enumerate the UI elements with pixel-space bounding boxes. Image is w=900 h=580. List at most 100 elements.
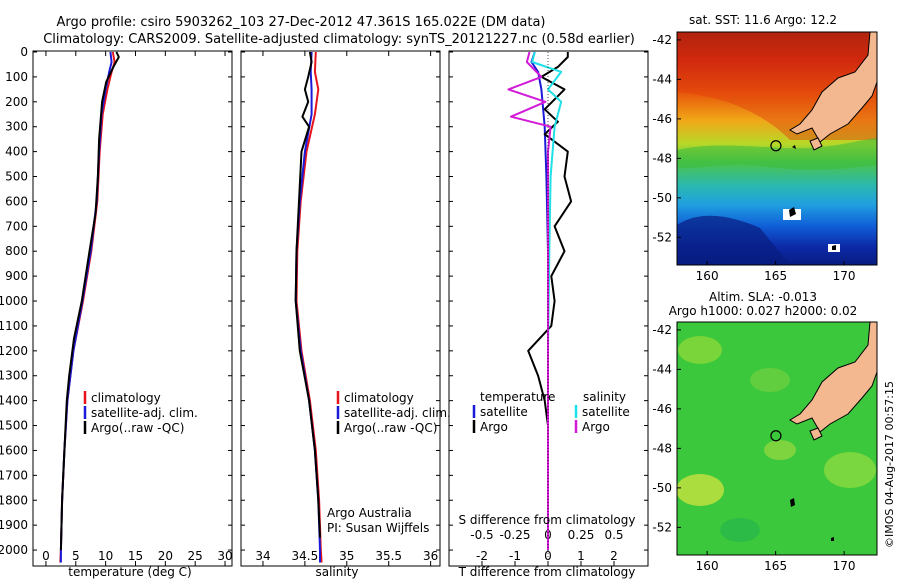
temperature-axes: [32, 50, 233, 567]
profile-location-marker: [770, 140, 782, 152]
depth-tick-label: 1300: [0, 369, 28, 383]
salinity-x-tick-label: 34.5: [292, 549, 319, 563]
map-y-tick-label: -50: [652, 191, 672, 205]
difference-x-tick-label: -2: [476, 549, 488, 563]
sla-anomaly: [750, 368, 790, 392]
sla-map-frame: [676, 321, 878, 556]
header-line-2: Climatology: CARS2009. Satellite-adjuste…: [43, 32, 635, 47]
difference-series-line: [507, 51, 552, 551]
sla-map-axes: 160 165 170 -42 -44 -46 -48 -50 -52: [652, 323, 855, 573]
legend-label-temperature-satellite: satellite: [480, 405, 528, 419]
sst-cold-patch: [677, 215, 790, 265]
depth-tick-label: 1000: [0, 294, 28, 308]
header-line-1: Argo profile: csiro 5903262_103 27-Dec-2…: [57, 15, 546, 30]
sla-map: [677, 322, 877, 555]
legend-label-temperature-argo: Argo: [480, 420, 508, 434]
legend-label-argo: Argo(..raw -QC): [91, 421, 184, 435]
map-x-tick-label: 160: [696, 269, 719, 283]
map-y-tick-label: -42: [652, 323, 672, 337]
salinity-x-tick-label: 34: [255, 549, 270, 563]
map-y-tick-label: -48: [652, 151, 672, 165]
temperature-x-tick-label: 5: [72, 549, 80, 563]
temperature-series-line: [59, 51, 113, 563]
temperature-xlabel: temperature (deg C): [68, 565, 191, 579]
map-x-tick-label: 160: [696, 559, 719, 573]
depth-tick-label: 100: [5, 70, 28, 84]
salinity-difference-tick-label: 0.25: [568, 528, 595, 542]
depth-tick-label: 600: [5, 194, 28, 208]
sla-anomaly: [824, 452, 876, 488]
legend-label-satellite: satellite-adj. clim.: [344, 406, 451, 420]
salinity-difference-tick-label: -0.5: [470, 528, 493, 542]
legend-label-salinity-satellite: satellite: [582, 405, 630, 419]
difference-xlabel-top: S difference from climatology: [459, 513, 636, 527]
depth-tick-label: 1400: [0, 394, 28, 408]
map-y-tick-label: -46: [652, 112, 672, 126]
salinity-difference-axis: -0.5 -0.25 0 0.25 0.5: [470, 528, 623, 542]
legend-label-climatology: climatology: [91, 391, 161, 405]
land-campbell-island: [832, 245, 836, 250]
sla-map-title: Altim. SLA: -0.013: [709, 290, 817, 304]
map-y-tick-label: -52: [652, 520, 672, 534]
temperature-x-tick-label: 20: [158, 549, 173, 563]
difference-x-tick-label: -1: [509, 549, 521, 563]
depth-tick-label: 0: [20, 45, 28, 59]
temperature-x-tick-label: 10: [98, 549, 113, 563]
salinity-x-tick-label: 35: [339, 549, 354, 563]
map-y-tick-label: -44: [652, 72, 672, 86]
map-x-tick-label: 170: [833, 559, 856, 573]
difference-legend: temperature salinity satellite Argo sate…: [472, 390, 630, 434]
depth-tick-label: 1900: [0, 518, 28, 532]
depth-tick-label: 700: [5, 219, 28, 233]
sst-green-band: [677, 138, 877, 170]
salinity-series-line: [294, 51, 321, 538]
temperature-series: [59, 51, 120, 563]
sla-anomaly: [678, 336, 722, 364]
land-snares: [792, 145, 796, 149]
legend-title-salinity: salinity: [583, 390, 626, 404]
map-y-tick-label: -48: [652, 441, 672, 455]
depth-tick-label: 900: [5, 269, 28, 283]
legend-title-temperature: temperature: [480, 390, 555, 404]
map-y-tick-label: -42: [652, 33, 672, 47]
land-campbell-island: [831, 537, 834, 541]
land-new-zealand: [789, 32, 877, 143]
map-x-tick-label: 170: [833, 269, 856, 283]
sst-map-title: sat. SST: 11.6 Argo: 12.2: [689, 13, 837, 27]
land-stewart-island: [809, 137, 823, 151]
depth-tick-label: 1100: [0, 319, 28, 333]
depth-tick-label: 1200: [0, 344, 28, 358]
legend-label-satellite: satellite-adj. clim.: [91, 406, 198, 420]
salinity-x-tick-label: 35.5: [375, 549, 402, 563]
salinity-difference-tick-label: 0.5: [604, 528, 623, 542]
salinity-xlabel: salinity: [315, 565, 358, 579]
temperature-x-tick-label: 30: [217, 549, 232, 563]
map-y-tick-label: -52: [652, 230, 672, 244]
temperature-series-line: [59, 51, 116, 563]
temperature-x-tick-label: 15: [128, 549, 143, 563]
depth-tick-label: 300: [5, 120, 28, 134]
map-x-tick-label: 165: [764, 559, 787, 573]
legend-label-salinity-argo: Argo: [582, 420, 610, 434]
sst-map-frame: [676, 31, 878, 266]
land-auckland-islands: [790, 498, 795, 507]
land-stewart-island: [809, 427, 823, 441]
temperature-series-line: [59, 51, 120, 551]
temperature-x-tick-label: 0: [42, 549, 50, 563]
difference-x-axis: -2 -1 0 1 2: [476, 549, 618, 566]
salinity-x-tick-label: 36: [423, 549, 438, 563]
sla-anomaly: [764, 440, 796, 460]
depth-tick-label: 400: [5, 145, 28, 159]
sla-anomaly: [677, 474, 724, 506]
depth-tick-label: 1800: [0, 493, 28, 507]
depth-tick-label: 200: [5, 95, 28, 109]
depth-tick-label: 2000: [0, 543, 28, 557]
sla-map-subtitle: Argo h1000: 0.027 h2000: 0.02: [669, 304, 858, 318]
depth-tick-label: 1500: [0, 419, 28, 433]
sst-map-axes: 160 165 170 -42 -44 -46 -48 -50 -52: [652, 33, 855, 283]
map-y-tick-label: -46: [652, 402, 672, 416]
difference-series: [507, 51, 573, 551]
credit-pi: PI: Susan Wijffels: [327, 521, 429, 535]
depth-tick-label: 1600: [0, 443, 28, 457]
salinity-series: [294, 51, 323, 563]
